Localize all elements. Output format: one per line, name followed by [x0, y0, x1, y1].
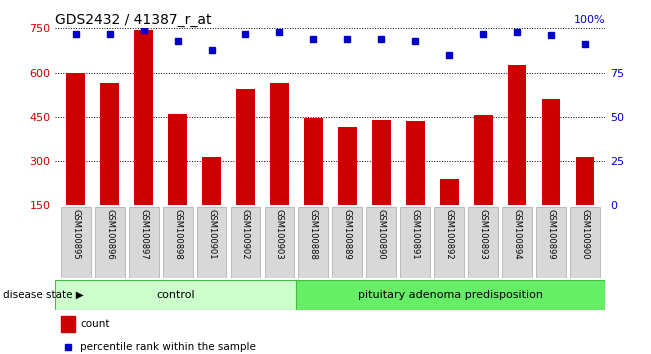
Bar — [202, 156, 221, 250]
Bar — [367, 207, 396, 278]
Bar — [575, 156, 594, 250]
Text: GSM100888: GSM100888 — [309, 209, 318, 260]
Bar — [468, 207, 498, 278]
Bar — [95, 207, 124, 278]
Bar — [474, 115, 493, 250]
Bar — [61, 207, 90, 278]
Text: percentile rank within the sample: percentile rank within the sample — [80, 342, 256, 352]
Text: GSM100902: GSM100902 — [241, 209, 250, 260]
Text: GSM100895: GSM100895 — [71, 209, 80, 260]
Text: GSM100892: GSM100892 — [445, 209, 454, 260]
Text: GSM100897: GSM100897 — [139, 209, 148, 260]
Text: GSM100893: GSM100893 — [478, 209, 488, 260]
Text: count: count — [80, 319, 109, 329]
Bar — [508, 65, 527, 250]
Text: pituitary adenoma predisposition: pituitary adenoma predisposition — [358, 290, 543, 300]
Bar — [100, 83, 119, 250]
Bar — [296, 280, 605, 310]
Bar — [66, 73, 85, 250]
Bar — [61, 316, 75, 332]
Bar — [338, 127, 357, 250]
Text: GSM100891: GSM100891 — [411, 209, 420, 260]
Bar — [434, 207, 464, 278]
Bar — [168, 114, 187, 250]
Bar — [406, 121, 424, 250]
Text: control: control — [156, 290, 195, 300]
Bar — [536, 207, 566, 278]
Bar — [333, 207, 363, 278]
Bar — [570, 207, 600, 278]
Text: GSM100899: GSM100899 — [547, 209, 555, 260]
Bar — [264, 207, 294, 278]
Bar — [55, 280, 296, 310]
Bar — [236, 89, 255, 250]
Text: GSM100898: GSM100898 — [173, 209, 182, 260]
Text: GSM100896: GSM100896 — [105, 209, 114, 260]
Bar — [270, 83, 289, 250]
Bar — [134, 30, 153, 250]
Bar — [304, 118, 323, 250]
Text: GSM100890: GSM100890 — [377, 209, 386, 260]
Bar — [163, 207, 193, 278]
Bar — [230, 207, 260, 278]
Bar — [502, 207, 532, 278]
Bar — [129, 207, 159, 278]
Text: GSM100903: GSM100903 — [275, 209, 284, 260]
Text: 100%: 100% — [574, 15, 605, 25]
Text: disease state ▶: disease state ▶ — [3, 290, 84, 300]
Bar — [440, 179, 458, 250]
Text: GDS2432 / 41387_r_at: GDS2432 / 41387_r_at — [55, 13, 212, 27]
Text: GSM100900: GSM100900 — [581, 209, 590, 260]
Bar — [372, 120, 391, 250]
Bar — [542, 99, 561, 250]
Text: GSM100901: GSM100901 — [207, 209, 216, 260]
Text: GSM100889: GSM100889 — [343, 209, 352, 260]
Bar — [400, 207, 430, 278]
Bar — [298, 207, 328, 278]
Bar — [197, 207, 227, 278]
Text: GSM100894: GSM100894 — [512, 209, 521, 260]
